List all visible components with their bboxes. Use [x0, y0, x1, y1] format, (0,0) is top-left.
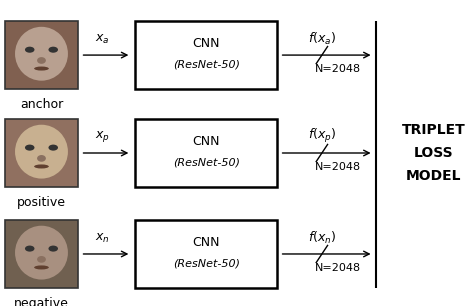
Ellipse shape — [25, 47, 35, 53]
Ellipse shape — [34, 66, 49, 71]
Ellipse shape — [37, 155, 46, 162]
Ellipse shape — [48, 245, 58, 252]
Bar — [135, 21, 277, 89]
Bar — [135, 220, 277, 288]
Ellipse shape — [37, 57, 46, 64]
Text: (ResNet-50): (ResNet-50) — [173, 60, 240, 70]
Text: N=2048: N=2048 — [315, 64, 361, 74]
Bar — [5, 119, 78, 187]
Text: $x_n$: $x_n$ — [95, 232, 109, 245]
Text: CNN: CNN — [192, 135, 220, 148]
Text: CNN: CNN — [192, 236, 220, 249]
Bar — [5, 220, 78, 288]
Ellipse shape — [25, 245, 35, 252]
Text: (ResNet-50): (ResNet-50) — [173, 158, 240, 168]
Ellipse shape — [15, 27, 68, 81]
Ellipse shape — [34, 164, 49, 169]
Text: negative: negative — [14, 297, 69, 306]
Ellipse shape — [48, 47, 58, 53]
Text: CNN: CNN — [192, 37, 220, 50]
Ellipse shape — [37, 256, 46, 263]
Ellipse shape — [34, 265, 49, 270]
Ellipse shape — [48, 144, 58, 151]
Text: $f(x_n)$: $f(x_n)$ — [308, 230, 336, 246]
Ellipse shape — [15, 125, 68, 179]
Ellipse shape — [15, 226, 68, 280]
Text: $f(x_p)$: $f(x_p)$ — [308, 127, 336, 145]
Text: $f(x_a)$: $f(x_a)$ — [308, 31, 336, 47]
Text: $x_a$: $x_a$ — [95, 33, 109, 46]
Text: $x_p$: $x_p$ — [95, 129, 109, 144]
Text: N=2048: N=2048 — [315, 162, 361, 172]
Text: (ResNet-50): (ResNet-50) — [173, 259, 240, 269]
Bar — [135, 119, 277, 187]
Text: N=2048: N=2048 — [315, 263, 361, 273]
Bar — [5, 21, 78, 89]
Text: TRIPLET
LOSS
MODEL: TRIPLET LOSS MODEL — [402, 123, 465, 183]
Ellipse shape — [25, 144, 35, 151]
Text: positive: positive — [17, 196, 66, 209]
Text: anchor: anchor — [20, 98, 63, 111]
